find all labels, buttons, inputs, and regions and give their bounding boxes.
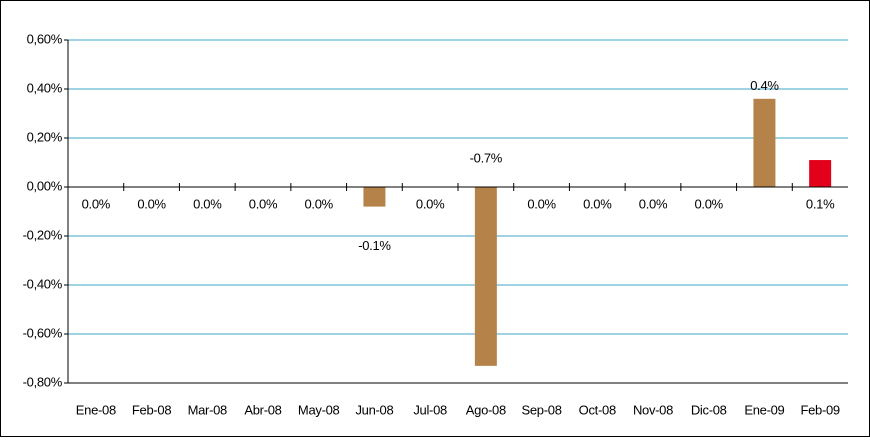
value-label: 0.0% xyxy=(416,196,445,211)
value-label: -0.1% xyxy=(358,238,391,253)
x-tick-label: May-08 xyxy=(298,402,340,417)
value-label: 0.1% xyxy=(806,196,835,211)
value-label: 0.0% xyxy=(82,196,111,211)
bar xyxy=(809,160,832,187)
bar xyxy=(474,187,497,366)
x-tick-label: Oct-08 xyxy=(579,402,616,417)
x-tick-label: Dic-08 xyxy=(691,402,727,417)
y-tick-label: -0,20% xyxy=(23,227,63,242)
x-tick-label: Abr-08 xyxy=(244,402,281,417)
y-tick-label: -0,60% xyxy=(23,325,63,340)
y-tick-label: 0,00% xyxy=(27,178,63,193)
y-tick-label: 0,40% xyxy=(27,80,63,95)
y-tick-label: -0,40% xyxy=(23,276,63,291)
x-tick-label: Mar-08 xyxy=(188,402,227,417)
x-tick-label: Feb-08 xyxy=(132,402,171,417)
value-label: 0.0% xyxy=(193,196,222,211)
value-label: 0.0% xyxy=(249,196,278,211)
x-tick-label: Jul-08 xyxy=(413,402,447,417)
value-label: 0.4% xyxy=(750,78,779,93)
value-label: 0.0% xyxy=(137,196,166,211)
value-label: 0.0% xyxy=(583,196,612,211)
y-tick-label: 0,20% xyxy=(27,129,63,144)
x-tick-label: Jun-08 xyxy=(355,402,393,417)
x-tick-label: Ene-08 xyxy=(76,402,116,417)
value-label: 0.0% xyxy=(694,196,723,211)
bar xyxy=(363,187,386,207)
value-label: 0.0% xyxy=(639,196,668,211)
y-tick-label: -0,80% xyxy=(23,374,63,389)
value-label: 0.0% xyxy=(527,196,556,211)
y-tick-label: 0,60% xyxy=(27,31,63,46)
x-tick-label: Nov-08 xyxy=(633,402,673,417)
value-label: 0.0% xyxy=(304,196,333,211)
x-tick-label: Ene-09 xyxy=(744,402,784,417)
x-tick-label: Feb-09 xyxy=(800,402,839,417)
x-tick-label: Sep-08 xyxy=(522,402,562,417)
bar xyxy=(753,98,776,187)
value-label: -0.7% xyxy=(470,150,503,165)
x-tick-label: Ago-08 xyxy=(466,402,506,417)
